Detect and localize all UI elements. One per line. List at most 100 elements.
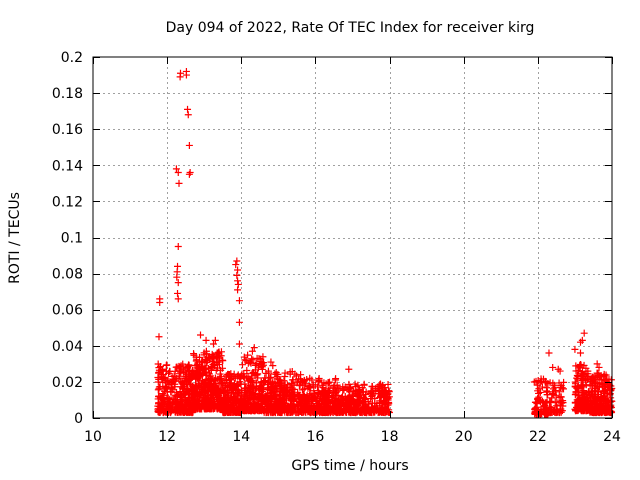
data-point — [301, 403, 309, 411]
y-tick-label: 0.16 — [52, 122, 83, 138]
data-point — [191, 372, 199, 380]
data-point — [262, 369, 270, 377]
data-point — [535, 385, 543, 393]
data-point — [595, 383, 603, 391]
data-point — [575, 395, 583, 403]
data-point — [258, 363, 266, 371]
data-point — [275, 395, 283, 403]
data-point — [538, 383, 546, 391]
data-point — [580, 329, 588, 337]
data-point — [193, 382, 201, 390]
data-point — [162, 361, 170, 369]
data-point — [172, 165, 180, 173]
data-point — [579, 404, 587, 412]
y-tick-label: 0.18 — [52, 86, 83, 102]
data-point — [184, 105, 192, 113]
data-point — [155, 385, 163, 393]
data-point — [557, 406, 565, 414]
data-point — [294, 391, 302, 399]
data-point — [590, 376, 598, 384]
data-point — [334, 384, 342, 392]
data-point — [156, 298, 164, 306]
data-point — [215, 354, 223, 362]
data-point — [534, 395, 542, 403]
data-point — [235, 340, 243, 348]
data-point — [291, 370, 299, 378]
data-point — [162, 408, 170, 416]
data-point — [243, 367, 251, 375]
y-tick-label: 0.1 — [61, 231, 83, 247]
x-tick-label: 10 — [84, 429, 102, 445]
data-point — [181, 408, 189, 416]
data-point — [191, 400, 199, 408]
data-point — [250, 344, 258, 352]
data-point — [248, 370, 256, 378]
data-point — [319, 384, 327, 392]
data-point — [339, 383, 347, 391]
plot-frame — [92, 56, 613, 419]
data-point — [159, 403, 167, 411]
data-point — [230, 384, 238, 392]
data-point — [332, 375, 340, 383]
data-point — [548, 390, 556, 398]
data-point — [557, 397, 565, 405]
data-point — [297, 371, 305, 379]
data-point — [376, 381, 384, 389]
data-point — [246, 376, 254, 384]
data-point — [601, 386, 609, 394]
data-point — [362, 401, 370, 409]
data-point — [249, 356, 257, 364]
data-point — [171, 376, 179, 384]
data-point — [266, 394, 274, 402]
data-point — [185, 394, 193, 402]
data-point — [243, 404, 251, 412]
data-point — [186, 408, 194, 416]
data-point — [347, 383, 355, 391]
data-point — [591, 397, 599, 405]
data-point — [275, 378, 283, 386]
data-point — [196, 369, 204, 377]
data-point — [358, 384, 366, 392]
data-point — [578, 405, 586, 413]
data-point — [250, 407, 258, 415]
data-point — [249, 368, 257, 376]
data-point — [376, 380, 384, 388]
data-point — [576, 396, 584, 404]
data-point — [338, 399, 346, 407]
data-point — [324, 396, 332, 404]
data-point — [156, 362, 164, 370]
data-point — [237, 372, 245, 380]
data-point — [349, 396, 357, 404]
data-point — [198, 389, 206, 397]
data-point — [385, 387, 393, 395]
y-tick-label: 0.04 — [52, 339, 83, 355]
data-point — [352, 382, 360, 390]
data-point — [314, 378, 322, 386]
data-point — [214, 358, 222, 366]
data-point — [238, 361, 246, 369]
data-point — [177, 362, 185, 370]
data-point — [600, 392, 608, 400]
data-point — [178, 394, 186, 402]
data-point — [574, 375, 582, 383]
data-point — [270, 403, 278, 411]
data-point — [246, 395, 254, 403]
data-point — [592, 384, 600, 392]
data-point — [154, 386, 162, 394]
data-point — [202, 392, 210, 400]
data-point — [173, 399, 181, 407]
data-point — [182, 67, 190, 75]
data-point — [372, 386, 380, 394]
data-point — [174, 289, 182, 297]
data-point — [347, 403, 355, 411]
data-point — [550, 391, 558, 399]
data-point — [233, 405, 241, 413]
data-point — [351, 409, 359, 417]
data-point — [159, 390, 167, 398]
data-point — [288, 380, 296, 388]
data-point — [287, 396, 295, 404]
data-point — [186, 169, 194, 177]
data-point — [178, 378, 186, 386]
data-point — [217, 375, 225, 383]
data-point — [592, 393, 600, 401]
